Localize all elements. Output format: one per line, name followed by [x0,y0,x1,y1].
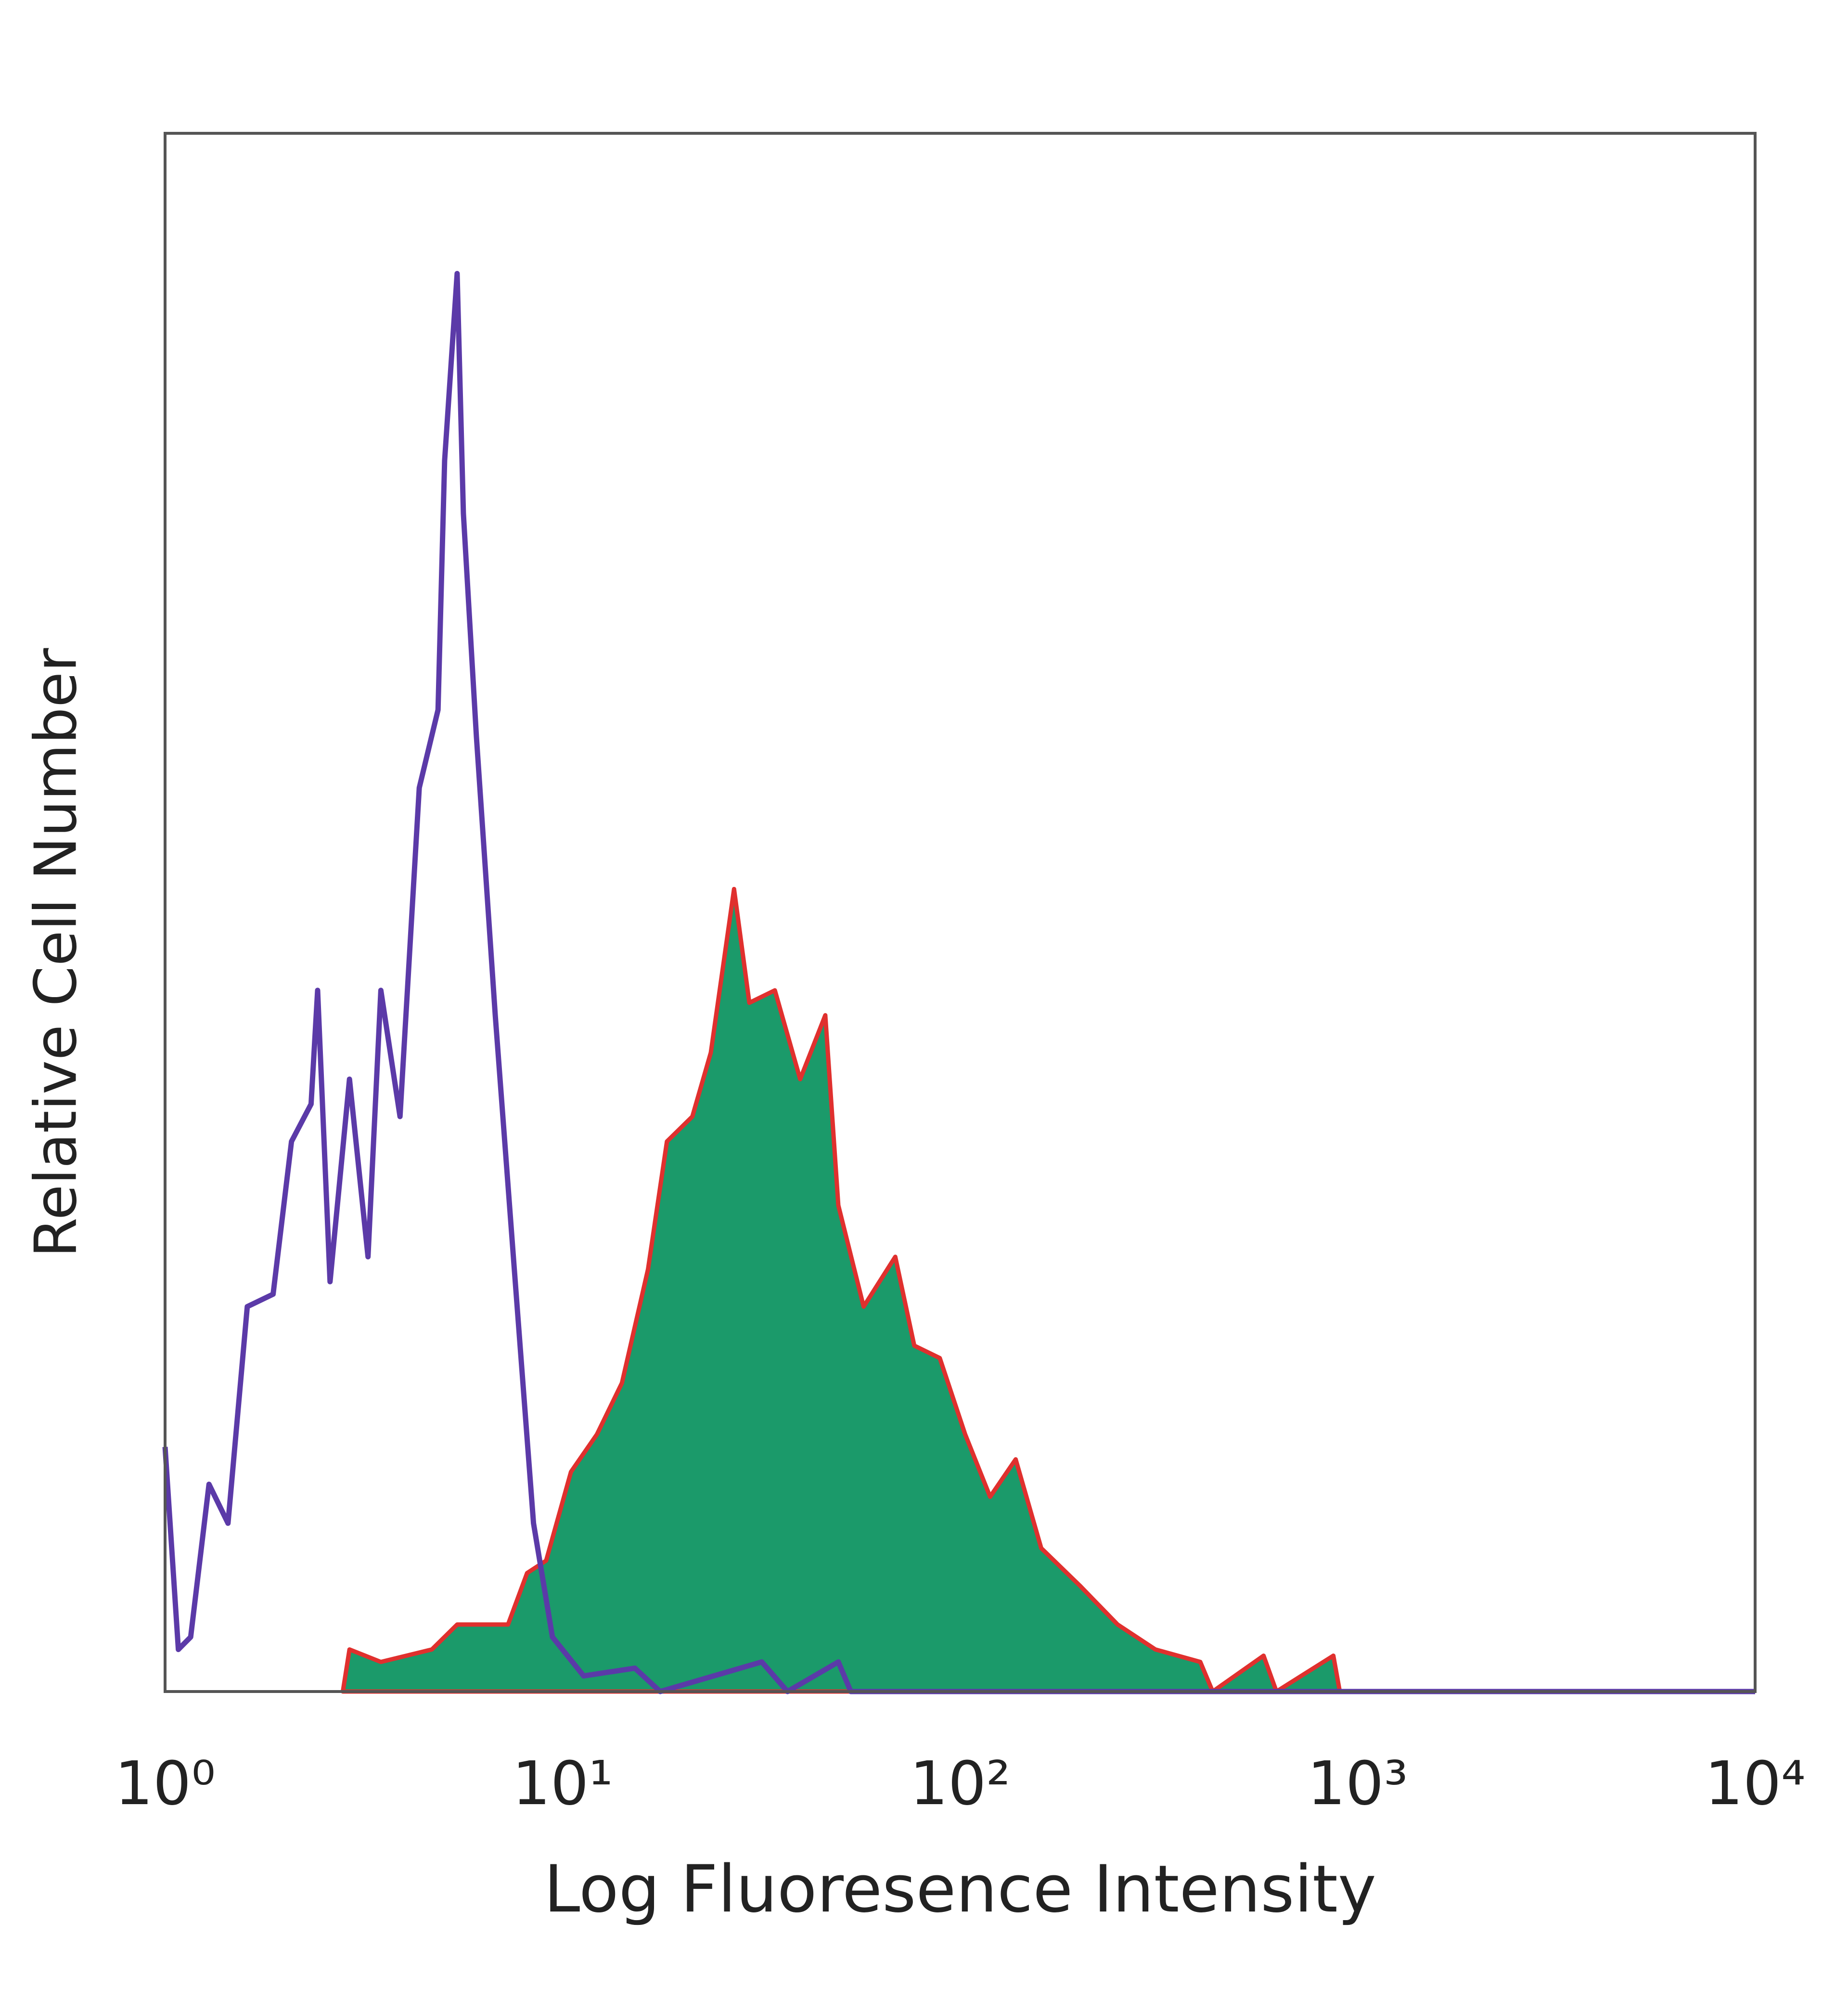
plot-area [162,270,1755,1694]
x-tick-label: 10¹ [512,1749,613,1819]
x-axis-label: Log Fluoresence Intensity [544,1851,1376,1927]
x-tick-label: 10³ [1307,1749,1408,1819]
line [162,270,1755,1694]
x-tick-label: 10² [910,1749,1010,1819]
area [340,886,1342,1694]
x-tick-label: 10⁴ [1705,1749,1805,1819]
y-axis-label: Relative Cell Number [23,648,90,1257]
x-tick-label: 10⁰ [115,1749,215,1819]
